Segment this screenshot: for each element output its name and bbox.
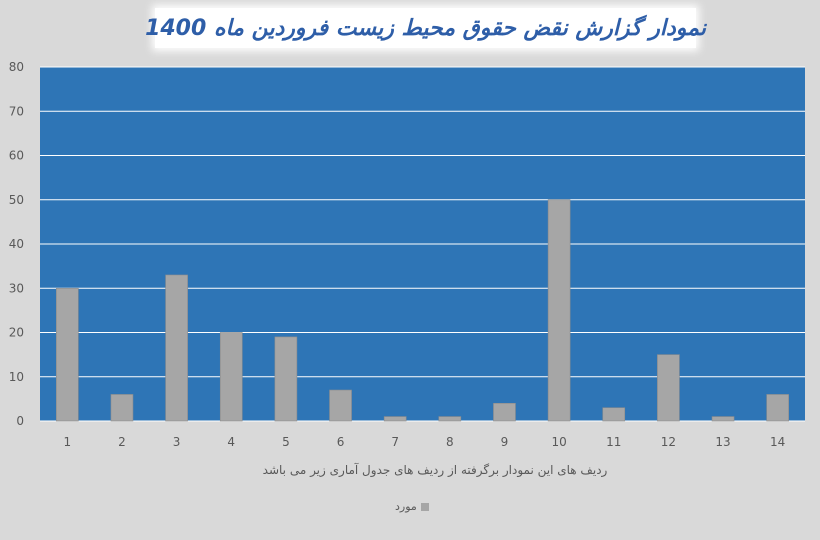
x-tick-label: 7 (391, 435, 399, 449)
legend: مورد (395, 500, 429, 513)
x-tick-label: 14 (770, 435, 785, 449)
y-tick-label: 70 (9, 104, 24, 118)
x-tick-label: 10 (551, 435, 566, 449)
y-tick-label: 20 (9, 326, 24, 340)
x-tick-label: 2 (118, 435, 126, 449)
y-tick-label: 40 (9, 237, 24, 251)
x-tick-label: 3 (173, 435, 181, 449)
y-tick-label: 60 (9, 149, 24, 163)
y-tick-label: 80 (9, 60, 24, 74)
bar (219, 332, 243, 422)
y-tick-label: 0 (16, 414, 24, 428)
bar (711, 416, 735, 422)
bar (329, 389, 352, 422)
bar (383, 416, 407, 422)
x-tick-label: 1 (64, 435, 72, 449)
bar (274, 336, 298, 422)
bar (547, 199, 571, 422)
x-axis-label: ردیف های این نمودار برگرفته از ردیف های … (262, 463, 608, 477)
x-tick-label: 6 (337, 435, 345, 449)
x-tick-label: 12 (661, 435, 676, 449)
bar (56, 287, 79, 422)
chart-title-box: نمودار گزارش نقض حقوق محیط زیست فروردین … (145, 8, 706, 48)
bar (438, 416, 462, 422)
x-tick-label: 11 (606, 435, 621, 449)
bar (602, 407, 626, 422)
bar (766, 394, 789, 422)
x-tick-label: 9 (501, 435, 509, 449)
bar (165, 274, 188, 422)
y-tick-label: 10 (9, 370, 24, 384)
x-tick-label: 8 (446, 435, 454, 449)
legend-swatch (420, 502, 429, 511)
bar (110, 394, 134, 422)
bar (657, 354, 680, 422)
y-tick-label: 50 (9, 193, 24, 207)
y-tick-label: 30 (9, 281, 24, 295)
x-tick-label: 4 (227, 435, 235, 449)
legend-label: مورد (395, 500, 417, 513)
x-tick-label: 5 (282, 435, 290, 449)
chart-title: نمودار گزارش نقض حقوق محیط زیست فروردین … (145, 15, 706, 41)
bar (493, 402, 516, 422)
x-tick-label: 13 (715, 435, 730, 449)
